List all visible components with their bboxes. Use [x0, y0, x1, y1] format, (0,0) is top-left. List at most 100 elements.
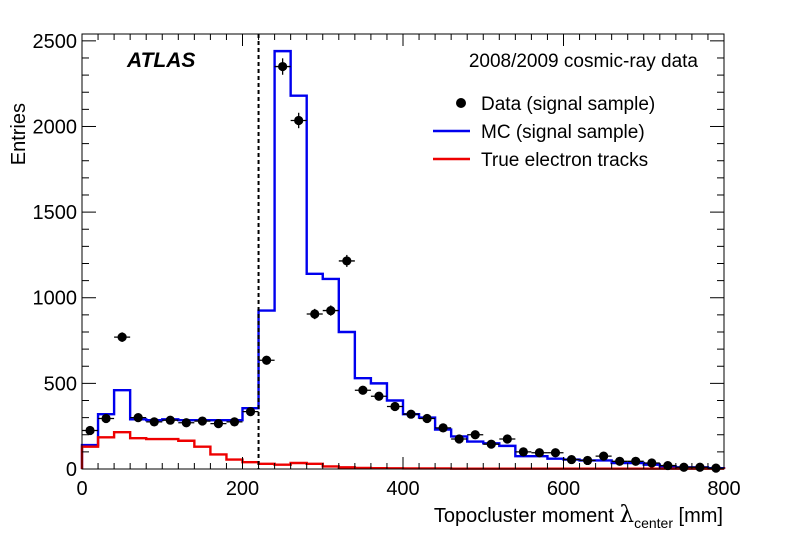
data-point — [403, 409, 420, 419]
data-point-marker — [326, 305, 336, 316]
x-axis-label-subscript: center — [634, 515, 673, 531]
data-point-marker — [358, 385, 368, 395]
data-point-marker — [229, 417, 240, 427]
data-point — [226, 417, 243, 427]
y-tick-label: 1500 — [33, 202, 78, 224]
data-point — [306, 308, 323, 320]
legend-item: Data (signal sample) — [456, 94, 655, 115]
data-point — [691, 462, 708, 472]
data-point — [483, 439, 500, 449]
data-point-marker — [181, 418, 191, 428]
data-point — [114, 332, 131, 342]
x-axis-label-symbol: λ — [620, 502, 635, 528]
data-point-marker — [566, 454, 577, 465]
data-point — [435, 423, 452, 433]
x-axis-label: Topocluster moment λcenter [mm] — [434, 502, 723, 531]
data-point — [370, 391, 387, 401]
data-point-marker — [245, 407, 256, 417]
data-point-marker — [213, 419, 224, 429]
data-point — [290, 112, 307, 129]
data-point — [386, 401, 403, 412]
data-point — [659, 460, 676, 471]
data-point-marker — [101, 413, 111, 424]
data-point — [579, 455, 596, 466]
data-point — [98, 413, 115, 424]
y-tick-label: 2000 — [33, 116, 78, 138]
data-point-marker — [534, 448, 545, 458]
data-point-marker — [310, 309, 320, 319]
data-point — [499, 434, 516, 444]
x-tick-label: 800 — [707, 478, 740, 500]
data-point — [162, 415, 179, 425]
x-tick-label: 200 — [226, 478, 259, 500]
data-point-marker — [374, 391, 384, 401]
legend-label: True electron tracks — [481, 150, 648, 171]
data-point-marker — [454, 434, 464, 444]
data-point-marker — [695, 462, 705, 472]
legend-marker — [456, 98, 466, 108]
data-points — [82, 58, 724, 473]
legend-label: Data (signal sample) — [481, 94, 655, 115]
data-point — [194, 416, 211, 426]
data-point — [707, 463, 724, 473]
data-point-marker — [502, 434, 512, 444]
legend-label: MC (signal sample) — [481, 122, 645, 143]
data-point-marker — [342, 256, 352, 266]
data-point-marker — [117, 332, 127, 342]
data-point-marker — [599, 451, 609, 461]
y-tick-label: 2500 — [33, 31, 78, 53]
data-point-marker — [631, 456, 641, 466]
data-point-marker — [486, 439, 496, 449]
y-axis-label: Entries — [8, 103, 30, 165]
data-point-marker — [133, 413, 143, 423]
axis-ticks — [81, 34, 725, 470]
data-point-marker — [518, 447, 528, 457]
data-point — [146, 417, 163, 427]
data-point-marker — [261, 355, 272, 365]
data-point — [419, 413, 436, 424]
data-point — [515, 447, 532, 457]
data-point-marker — [294, 115, 304, 126]
data-point — [82, 425, 99, 436]
data-point-marker — [615, 456, 625, 466]
data-point-marker — [550, 448, 561, 458]
y-tick-label: 1000 — [33, 288, 78, 310]
legend: Data (signal sample) MC (signal sample) Tr… — [433, 94, 655, 171]
x-axis-label-suffix: [mm] — [673, 505, 723, 527]
axis-tick-labels: 0 200 400 600 800 0 500 1000 1500 2000 2500 — [33, 31, 741, 500]
data-point — [467, 430, 484, 440]
data-point — [547, 448, 564, 458]
data-point — [130, 413, 147, 423]
data-point — [675, 462, 692, 472]
data-point — [322, 305, 339, 316]
data-point-marker — [278, 61, 288, 72]
data-point-marker — [679, 462, 689, 472]
atlas-label: ATLAS — [126, 49, 195, 72]
data-point — [258, 355, 275, 365]
data-point — [595, 451, 612, 461]
x-tick-label: 400 — [386, 478, 419, 500]
legend-item: MC (signal sample) — [433, 122, 645, 143]
data-point — [563, 454, 580, 465]
data-point — [274, 58, 291, 75]
data-point — [643, 458, 660, 468]
data-point-marker — [582, 455, 593, 466]
y-tick-label: 0 — [66, 459, 77, 481]
data-point-marker — [663, 460, 673, 471]
data-point — [611, 456, 628, 466]
data-point-marker — [470, 430, 480, 440]
x-tick-label: 600 — [547, 478, 580, 500]
data-point — [627, 456, 644, 466]
y-tick-label: 500 — [44, 373, 77, 395]
data-point-marker — [647, 458, 657, 468]
data-point — [451, 434, 468, 444]
x-tick-label: 0 — [76, 478, 87, 500]
data-point — [354, 385, 371, 395]
x-axis-label-prefix: Topocluster moment — [434, 505, 620, 527]
data-point-marker — [197, 416, 207, 426]
data-point — [531, 448, 548, 458]
data-point-marker — [390, 401, 400, 412]
data-point-marker — [422, 413, 432, 424]
legend-item: True electron tracks — [433, 150, 648, 171]
